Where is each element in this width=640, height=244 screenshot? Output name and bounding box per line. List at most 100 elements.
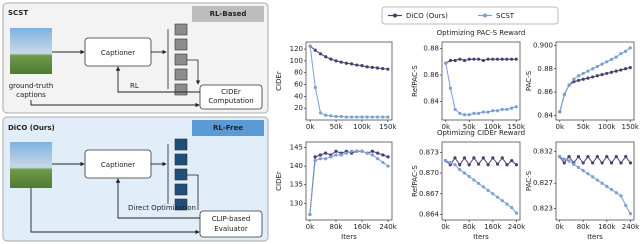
y-tick-label: 0.84 [423,97,439,105]
point [324,55,328,59]
point [339,60,343,64]
tag [192,6,264,22]
point [505,202,509,206]
point [500,156,504,160]
y-tick-label: 0.900 [533,41,553,49]
point [453,163,457,167]
y-tick-label: 135 [290,181,303,189]
point [495,57,500,61]
point [586,76,590,80]
point [605,154,609,159]
point [619,52,623,56]
point [595,74,599,78]
legend-marker [393,13,397,18]
point [458,57,462,61]
point [609,187,614,192]
point [628,66,632,70]
point [572,77,576,81]
direct-label: Direct Optimization [128,204,196,212]
point [605,71,609,76]
point [581,77,585,81]
point [477,57,481,61]
point [600,181,604,185]
point [614,55,618,59]
point [443,159,448,163]
series-line [559,156,631,214]
point [567,159,571,163]
point [313,85,317,90]
point [448,58,453,63]
point [486,57,490,61]
y-axis-label: PAC-S [525,70,533,91]
point [365,151,369,155]
point [605,60,609,64]
point [514,211,519,215]
row-title: Optimizing PAC-S Reward [437,29,526,37]
point [576,74,581,78]
point [386,115,390,119]
point [375,115,380,119]
series-line [559,67,631,112]
point [344,151,348,155]
gt-label: captions [16,91,46,99]
point [453,156,457,160]
point [318,157,322,161]
arrow [30,100,200,108]
point [581,168,585,173]
y-tick-label: 0.86 [423,71,439,79]
point [472,178,476,182]
point [495,109,500,113]
point [609,57,614,62]
panel-title: DiCO (Ours) [8,124,55,132]
y-tick-label: 0.864 [419,210,440,218]
point [365,115,369,119]
panel-title: SCST [8,9,28,17]
y-tick-label: 20 [294,104,303,112]
point [458,168,462,172]
x-tick-label: 80k [577,223,591,231]
point [609,70,614,74]
point [576,78,581,83]
point [477,162,481,166]
y-tick-label: 60 [294,81,303,89]
x-tick-label: 240k [622,223,640,231]
x-tick-label: 160k [484,223,502,231]
series-line [445,156,517,166]
point [495,162,500,166]
scorer-label: Computation [208,97,253,105]
series-line [559,47,631,112]
outputs [174,138,188,211]
point [586,172,590,176]
point [600,62,604,66]
point [472,111,476,115]
point [619,194,623,198]
point [491,192,495,196]
point [334,149,338,153]
point [514,105,518,109]
point [562,161,566,165]
plot-frame [441,141,521,221]
point [510,205,514,210]
point [591,175,595,179]
legend-label: DiCO (Ours) [406,12,448,20]
point [505,163,509,167]
point [453,107,457,112]
point [467,163,471,167]
plot-frame [305,141,393,221]
bracket [167,144,199,210]
y-tick-label: 0.823 [533,205,553,213]
point [576,154,581,159]
point [313,158,317,163]
point [448,86,453,90]
point [381,160,385,165]
series-line [445,160,517,214]
y-tick-label: 100 [290,57,303,65]
legend-label: SCST [496,12,515,20]
point [472,57,476,61]
point [619,161,623,165]
y-tick-label: 130 [290,199,303,207]
point [486,110,490,114]
point [453,58,457,63]
point [381,115,385,119]
point [481,156,485,160]
